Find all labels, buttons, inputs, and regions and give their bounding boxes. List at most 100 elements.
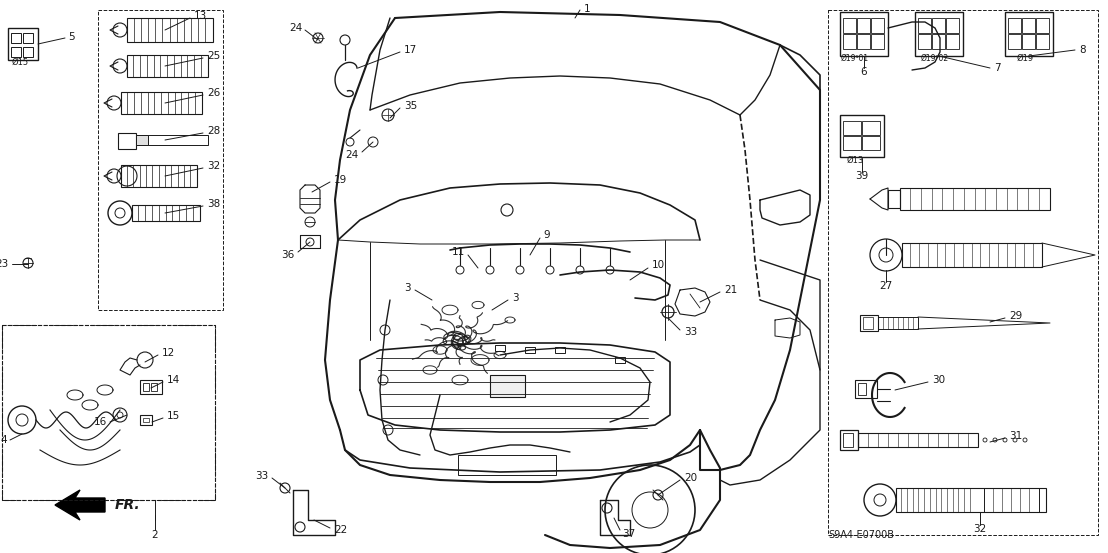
Bar <box>151 383 157 391</box>
Text: S9A4-E0700B: S9A4-E0700B <box>828 530 894 540</box>
Bar <box>495 345 505 351</box>
Text: 3: 3 <box>512 293 519 303</box>
Text: 8: 8 <box>1079 45 1086 55</box>
Bar <box>919 34 931 49</box>
Text: 15: 15 <box>167 411 181 421</box>
Bar <box>843 136 861 150</box>
Text: Ø19¹02: Ø19¹02 <box>921 54 950 62</box>
Bar <box>1008 34 1020 49</box>
Bar <box>1005 12 1053 56</box>
Bar <box>132 205 201 221</box>
Bar <box>490 375 525 397</box>
Bar <box>11 33 21 43</box>
Bar <box>871 18 884 33</box>
Text: 16: 16 <box>94 417 107 427</box>
Text: 7: 7 <box>994 63 1001 73</box>
Text: 35: 35 <box>404 101 418 111</box>
Bar <box>840 12 888 56</box>
Text: Ø15: Ø15 <box>11 58 29 66</box>
Bar <box>855 380 878 398</box>
Bar <box>871 34 884 49</box>
Text: 20: 20 <box>684 473 697 483</box>
Bar <box>843 121 861 135</box>
Bar <box>1008 18 1020 33</box>
Bar <box>856 18 870 33</box>
Text: FR.: FR. <box>115 498 141 512</box>
Bar <box>98 10 223 310</box>
Text: 33: 33 <box>255 471 268 481</box>
Bar <box>896 488 1046 512</box>
Bar <box>862 136 880 150</box>
Bar <box>858 433 978 447</box>
Text: Ø19: Ø19 <box>1016 54 1034 62</box>
Bar <box>915 12 963 56</box>
Bar <box>136 135 148 145</box>
Text: 32: 32 <box>973 524 986 534</box>
Text: 27: 27 <box>880 281 893 291</box>
Bar <box>843 34 856 49</box>
Text: 11: 11 <box>452 247 465 257</box>
Bar <box>525 347 535 353</box>
Bar <box>127 18 213 42</box>
Text: 3: 3 <box>404 283 411 293</box>
Text: 21: 21 <box>724 285 737 295</box>
Text: 38: 38 <box>207 199 220 209</box>
Bar <box>143 418 148 422</box>
Text: 12: 12 <box>162 348 175 358</box>
Bar <box>840 115 884 157</box>
Bar <box>902 243 1042 267</box>
Bar <box>2 325 215 500</box>
Bar <box>863 317 873 329</box>
Bar <box>555 347 565 353</box>
Text: 23: 23 <box>0 259 9 269</box>
Bar <box>946 34 960 49</box>
Bar <box>888 190 900 208</box>
Text: 32: 32 <box>207 161 220 171</box>
Bar <box>862 121 880 135</box>
Bar <box>11 47 21 57</box>
Bar <box>8 28 38 60</box>
Text: 17: 17 <box>404 45 418 55</box>
Text: 29: 29 <box>1009 311 1023 321</box>
Text: 13: 13 <box>194 11 207 21</box>
Text: 6: 6 <box>861 67 868 77</box>
Bar <box>984 488 1039 512</box>
Text: 1: 1 <box>584 4 591 14</box>
Text: 2: 2 <box>152 530 158 540</box>
Bar <box>919 18 931 33</box>
Bar <box>458 455 556 475</box>
Text: 24: 24 <box>289 23 302 33</box>
Bar <box>2 325 215 500</box>
Bar <box>856 34 870 49</box>
Bar <box>615 357 625 363</box>
Text: 19: 19 <box>334 175 347 185</box>
Text: 25: 25 <box>207 51 220 61</box>
Bar <box>121 165 197 187</box>
Bar <box>140 380 162 394</box>
Bar <box>1036 34 1049 49</box>
Text: 30: 30 <box>932 375 945 385</box>
Bar <box>843 18 856 33</box>
Bar <box>23 47 33 57</box>
Bar <box>121 92 202 114</box>
Polygon shape <box>55 490 105 520</box>
Text: 33: 33 <box>684 327 697 337</box>
Text: 28: 28 <box>207 126 220 136</box>
Text: 10: 10 <box>652 260 665 270</box>
Bar <box>23 33 33 43</box>
Bar <box>860 315 878 331</box>
Text: 39: 39 <box>855 171 869 181</box>
Bar <box>828 10 1098 535</box>
Bar <box>1036 18 1049 33</box>
Text: 26: 26 <box>207 88 220 98</box>
Bar <box>1022 18 1035 33</box>
Bar <box>843 433 853 447</box>
Bar <box>1022 34 1035 49</box>
Bar <box>136 135 208 145</box>
Text: 14: 14 <box>167 375 181 385</box>
Bar <box>932 18 945 33</box>
Text: 4: 4 <box>0 435 7 445</box>
Text: 22: 22 <box>334 525 347 535</box>
Text: Ø19¹01: Ø19¹01 <box>841 54 869 62</box>
Bar <box>858 383 866 395</box>
